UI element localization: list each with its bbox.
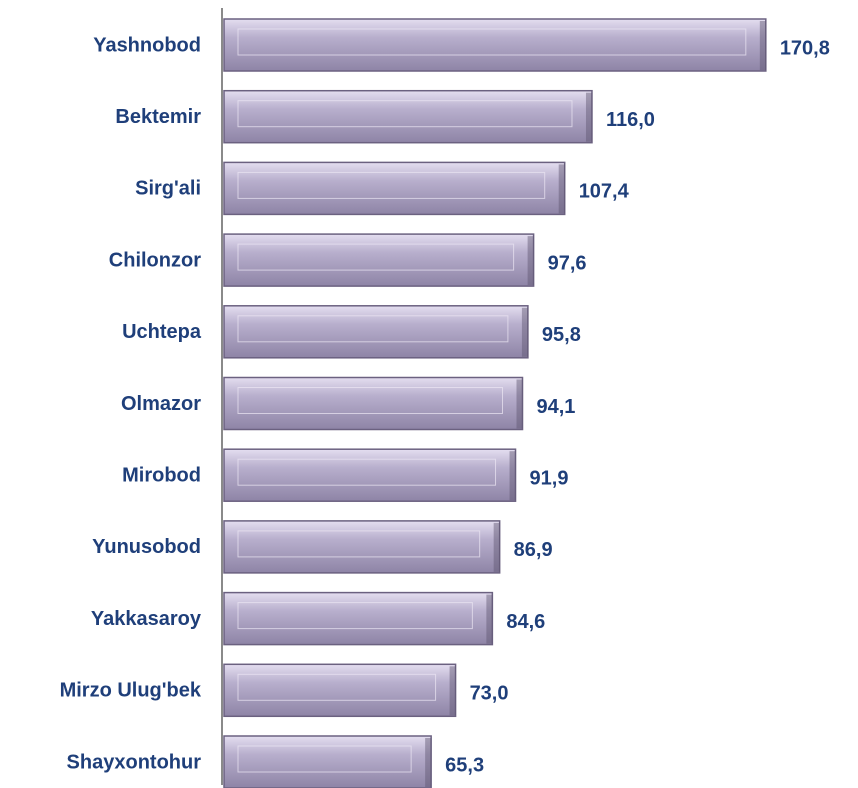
value-label: 95,8 (542, 324, 581, 346)
value-label: 86,9 (514, 539, 553, 561)
category-label: Yashnobod (93, 34, 201, 56)
bar (223, 735, 432, 788)
bar (223, 18, 767, 72)
category-label: Mirobod (122, 464, 201, 486)
bar-shadow (527, 236, 534, 286)
value-label: 91,9 (530, 467, 569, 489)
bar-highlight (237, 602, 473, 630)
category-label: Bektemir (115, 106, 201, 128)
bar-shadow (521, 307, 528, 357)
bar-shadow (516, 379, 523, 429)
bar (223, 591, 494, 646)
category-label: Olmazor (121, 393, 201, 415)
bar-highlight (237, 530, 481, 558)
category-label: Yunusobod (92, 536, 201, 558)
bar-shadow (449, 666, 456, 716)
bar (223, 233, 535, 287)
bar-shadow (558, 164, 565, 214)
bar-highlight (237, 458, 497, 486)
category-label: Yakkasaroy (91, 608, 202, 630)
bar-highlight (237, 28, 747, 56)
bar-shadow (425, 738, 432, 787)
bar-highlight (237, 315, 509, 343)
category-label: Shayxontohur (67, 751, 202, 773)
value-label: 94,1 (537, 396, 576, 418)
bar (223, 161, 566, 216)
bar (223, 663, 457, 718)
bar (223, 89, 593, 144)
bar-highlight (237, 387, 504, 414)
bar (223, 376, 524, 431)
value-label: 65,3 (445, 754, 484, 776)
bar-shadow (486, 594, 493, 644)
bar (223, 305, 529, 359)
bar (223, 520, 501, 574)
category-label: Mirzo Ulug'bek (60, 680, 202, 702)
bar-highlight (237, 745, 412, 773)
bar-shadow (493, 522, 500, 572)
category-label: Uchtepa (122, 321, 202, 343)
category-label: Sirg'ali (135, 178, 201, 200)
bar-shadow (585, 92, 592, 142)
value-label: 107,4 (579, 181, 630, 203)
bar-shadow (509, 451, 516, 501)
category-label: Chilonzor (109, 249, 201, 271)
bar-highlight (237, 171, 546, 199)
value-label: 84,6 (506, 611, 545, 633)
value-label: 97,6 (548, 252, 587, 274)
value-label: 170,8 (780, 37, 830, 59)
value-label: 116,0 (606, 109, 655, 131)
bar (223, 448, 517, 502)
value-label: 73,0 (470, 683, 509, 705)
bar-highlight (237, 243, 515, 271)
bar-shadow (759, 21, 766, 70)
bar-highlight (237, 673, 437, 701)
bar-highlight (237, 100, 573, 128)
